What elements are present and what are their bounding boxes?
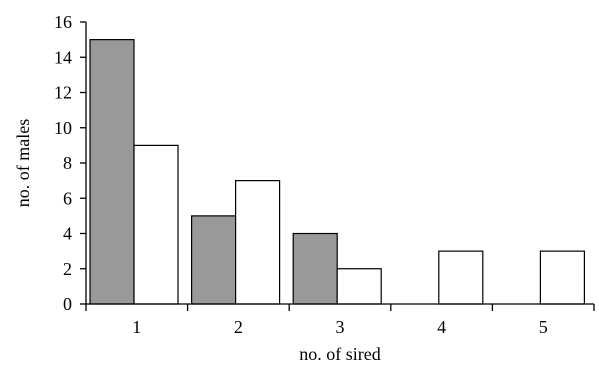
y-tick-label: 8 [63, 153, 72, 173]
bar-series-2-cat-2 [235, 180, 281, 305]
bar-series-1-cat-2 [191, 215, 237, 305]
bar-series-2-cat-4 [438, 250, 484, 305]
bar-series-1-cat-1 [89, 39, 135, 305]
y-tick-label: 6 [63, 188, 72, 208]
y-tick-label: 2 [63, 259, 72, 279]
bars-group [89, 39, 586, 305]
bar-series-2-cat-3 [336, 268, 382, 305]
x-tick-label: 3 [336, 317, 345, 337]
y-tick-label: 14 [54, 47, 72, 67]
x-axis-title: no. of sired [299, 344, 380, 364]
y-axis: 0 2 4 6 8 10 12 14 16 [54, 12, 87, 314]
y-tick-label: 0 [63, 294, 72, 314]
bar-series-1-cat-3 [292, 232, 338, 305]
bar-series-2-cat-1 [133, 144, 179, 305]
y-tick-label: 10 [54, 118, 72, 138]
x-tick-label: 4 [437, 317, 446, 337]
x-axis: 1 2 3 4 5 [85, 303, 595, 337]
x-tick-label: 1 [132, 317, 141, 337]
y-tick-label: 16 [54, 12, 72, 32]
y-tick-label: 4 [63, 224, 72, 244]
x-tick-label: 5 [539, 317, 548, 337]
y-tick-label: 12 [54, 83, 72, 103]
bar-series-2-cat-5 [539, 250, 586, 305]
y-axis-title: no. of males [13, 119, 33, 207]
x-tick-label: 2 [234, 317, 243, 337]
